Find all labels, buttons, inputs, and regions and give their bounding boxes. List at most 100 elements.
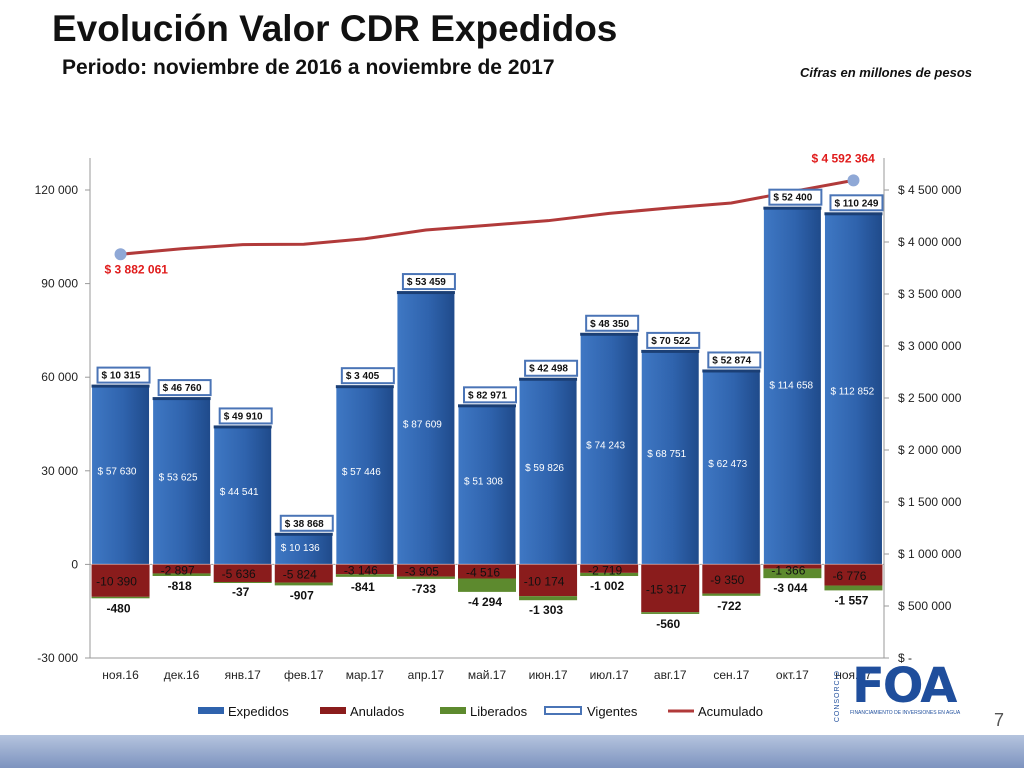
expedidos-bar-cap [824, 212, 883, 216]
liberados-bar [213, 581, 272, 583]
anulados-label: -6 776 [832, 569, 866, 583]
expedidos-bar-cap [641, 349, 700, 353]
vigentes-label: $ 110 249 [834, 198, 878, 209]
expedidos-bar-cap [580, 332, 639, 336]
vigentes-label: $ 49 910 [224, 411, 263, 422]
anulados-bar [702, 564, 761, 594]
vigentes-label: $ 52 400 [773, 193, 812, 204]
left-tick-label: 60 000 [41, 370, 78, 384]
anulados-label: -3 905 [405, 564, 439, 578]
expedidos-label: $ 44 541 [220, 487, 259, 498]
vigentes-box [96, 366, 151, 384]
foa-logo: CONSORCIO FOA FINANCIAMIENTO DE INVERSIO… [830, 658, 961, 722]
units-note: Cifras en millones de pesos [800, 65, 972, 80]
expedidos-bar [213, 424, 273, 565]
anulados-bar [458, 564, 516, 579]
liberados-bar [335, 574, 394, 577]
expedidos-label: $ 74 243 [586, 441, 625, 452]
x-tick-label: авг.17 [654, 668, 687, 682]
legend-swatch [544, 706, 582, 715]
expedidos-bar-cap [213, 425, 272, 429]
x-tick-label: фев.17 [284, 668, 324, 682]
expedidos-bar [823, 211, 883, 565]
expedidos-label: $ 87 609 [403, 420, 442, 431]
legend-label: Liberados [470, 704, 528, 719]
right-tick-label: $ 4 500 000 [898, 183, 962, 197]
liberados-label: -722 [717, 599, 741, 613]
right-tick-label: $ 4 000 000 [898, 235, 962, 249]
anulados-label: -2 897 [161, 563, 195, 577]
vigentes-box [768, 188, 823, 206]
expedidos-bar [457, 403, 517, 565]
legend-label: Anulados [350, 704, 405, 719]
expedidos-label: $ 68 751 [647, 449, 686, 460]
legend-swatch [440, 707, 466, 714]
vigentes-label: $ 53 459 [407, 277, 446, 288]
right-tick-label: $ 2 500 000 [898, 391, 962, 405]
vigentes-box [157, 379, 212, 397]
vigentes-box [585, 314, 640, 332]
acumulado-label: $ 3 882 061 [105, 262, 169, 276]
expedidos-label: $ 10 136 [281, 543, 320, 554]
acumulado-line [120, 178, 854, 256]
legend-label: Acumulado [698, 704, 763, 719]
expedidos-label: $ 57 630 [98, 466, 137, 477]
expedidos-bar [396, 290, 456, 565]
anulados-label: -15 317 [646, 582, 687, 596]
vigentes-label: $ 52 874 [712, 355, 751, 366]
right-tick-label: $ 1 000 000 [898, 547, 962, 561]
x-tick-label: ноя.16 [102, 668, 139, 682]
anulados-bar [152, 564, 211, 574]
chart-accumulated-line [114, 174, 860, 261]
liberados-bar [580, 572, 639, 577]
x-tick-label: окт.17 [776, 668, 809, 682]
liberados-label: -1 002 [590, 579, 624, 593]
liberados-label: -907 [290, 588, 314, 602]
liberados-label: -1 303 [529, 603, 563, 617]
vigentes-label: $ 38 868 [285, 519, 324, 530]
vigentes-label: $ 48 350 [590, 319, 629, 330]
x-tick-label: янв.17 [225, 668, 262, 682]
liberados-bar [152, 573, 211, 576]
liberados-label: -3 044 [773, 581, 807, 595]
chart-data-labels: $ 57 630 $ 10 315 -10 390 -480 $ 53 625 $ 46 … [96, 151, 884, 631]
anulados-bar [824, 564, 883, 586]
expedidos-label: $ 62 473 [708, 459, 747, 470]
vigentes-box [829, 194, 884, 212]
expedidos-bar [579, 332, 639, 565]
legend-swatch [320, 707, 346, 714]
expedidos-bar-cap [396, 291, 455, 295]
anulados-label: -2 719 [588, 563, 622, 577]
expedidos-bar [152, 396, 212, 565]
left-tick-label: 0 [71, 557, 78, 571]
slide-title: Evolución Valor CDR Expedidos [52, 8, 618, 49]
liberados-bar [274, 582, 333, 586]
anulados-label: -10 174 [524, 574, 565, 588]
liberados-label: -733 [412, 582, 436, 596]
x-tick-label: мар.17 [346, 668, 385, 682]
anulados-bar [396, 564, 455, 577]
anulados-label: -3 146 [344, 563, 378, 577]
liberados-bar [396, 576, 455, 579]
expedidos-bar [91, 384, 151, 565]
anulados-label: -5 824 [283, 567, 317, 581]
left-tick-label: 30 000 [41, 464, 78, 478]
liberados-bar [702, 593, 761, 596]
expedidos-bar-cap [519, 377, 578, 381]
expedidos-bar-cap [458, 404, 516, 408]
chart-bars [91, 206, 883, 614]
logo-caption: FINANCIAMIENTO DE INVERSIONES EN AGUA [850, 710, 961, 716]
logo-wordmark: FOA [852, 658, 957, 714]
expedidos-label: $ 59 826 [525, 463, 564, 474]
vigentes-box [707, 351, 762, 369]
vigentes-label: $ 3 405 [346, 371, 380, 382]
liberados-label: -1 557 [834, 593, 868, 607]
anulados-label: -4 516 [466, 565, 500, 579]
anulados-bar [213, 564, 272, 582]
expedidos-label: $ 114 658 [769, 381, 813, 392]
right-tick-label: $ - [898, 651, 912, 665]
expedidos-bar-cap [763, 206, 822, 210]
footer-band [0, 735, 1024, 768]
liberados-label: -818 [168, 579, 192, 593]
x-tick-label: дек.16 [164, 668, 200, 682]
